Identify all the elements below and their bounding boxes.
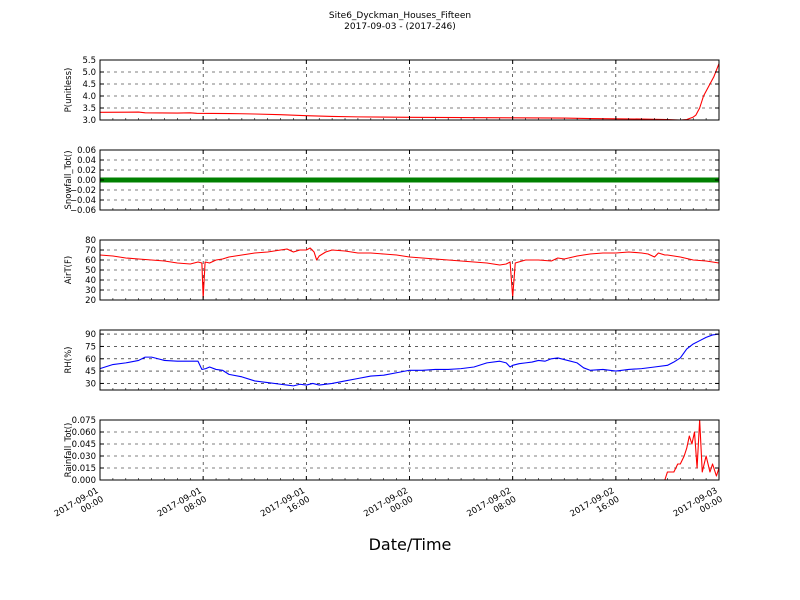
y-tick-label: 60 [85, 256, 96, 266]
y-tick-label: 20 [85, 296, 96, 306]
y-axis-label: RH(%) [64, 346, 74, 373]
y-tick-label: 80 [85, 236, 96, 246]
y-tick-label: 0.075 [72, 416, 96, 426]
y-tick-label: 90 [85, 330, 96, 340]
y-tick-label: 0.045 [72, 440, 96, 450]
x-tick-label: 2017-09-0208:00 [465, 486, 518, 528]
y-tick-label: 0.015 [72, 464, 96, 474]
chart-subtitle: 2017-09-03 - (2017-246) [344, 22, 456, 32]
y-tick-label: −0.06 [70, 206, 96, 216]
y-tick-label: 4.0 [82, 92, 96, 102]
x-axis-label: Date/Time [369, 535, 452, 554]
y-tick-label: 30 [85, 379, 96, 389]
y-tick-label: 0.06 [77, 146, 96, 156]
x-tick-label: 2017-09-0116:00 [259, 486, 312, 528]
y-tick-label: 0.060 [72, 428, 96, 438]
series-line [99, 333, 720, 387]
y-tick-label: 75 [85, 342, 96, 352]
y-tick-label: 45 [85, 367, 96, 377]
y-tick-label: 5.0 [82, 68, 96, 78]
x-tick-label: 2017-09-0300:00 [672, 486, 725, 528]
panel-5: 0.000 0.015 0.030 0.045 0.060 0.075Rainfall_T… [64, 416, 720, 486]
series-line [99, 247, 720, 299]
y-tick-label: 70 [85, 246, 96, 256]
series-line [100, 419, 720, 481]
y-tick-label: 50 [85, 266, 96, 276]
y-tick-label: 30 [85, 286, 96, 296]
chart-title: Site6_Dyckman_Houses_Fifteen [328, 11, 472, 21]
y-tick-label: 5.5 [82, 56, 96, 66]
panel-4: 30 45 60 75 90 RH(%) [64, 329, 720, 391]
x-tick-label: 2017-09-0216:00 [569, 486, 622, 528]
y-tick-label: 3.5 [82, 104, 96, 114]
y-tick-label: 0.000 [72, 476, 96, 486]
series-line [99, 63, 720, 121]
chart-title-block: Site6_Dyckman_Houses_Fifteen 2017-09-03 … [0, 11, 800, 33]
y-tick-label: 60 [85, 355, 96, 365]
y-tick-label: 0.02 [77, 166, 96, 176]
x-tick-label: 2017-09-0200:00 [362, 486, 415, 528]
y-axis-label: Rainfall_Tot() [64, 423, 74, 478]
x-tick-label: 2017-09-0108:00 [156, 486, 209, 528]
y-tick-label: 0.030 [72, 452, 96, 462]
panel-2: −0.06−0.04−0.020.000.020.040.06Snowfall_… [64, 146, 720, 216]
y-tick-label: 3.0 [82, 116, 96, 126]
y-tick-label: 4.5 [82, 80, 96, 90]
y-tick-label: 0.04 [77, 156, 96, 166]
y-tick-label: 40 [85, 276, 96, 286]
y-tick-label: −0.04 [70, 196, 96, 206]
y-tick-label: −0.02 [70, 186, 96, 196]
panel-1: 3.0 3.5 4.0 4.5 5.0 5.5 P(unitless) [64, 56, 720, 126]
y-axis-label: Snowfall_Tot() [64, 150, 74, 209]
y-tick-label: 0.00 [77, 176, 96, 186]
x-tick-label: 2017-09-0100:00 [53, 486, 106, 528]
y-axis-label: AirT(F) [64, 256, 74, 284]
y-axis-label: P(unitless) [64, 68, 74, 113]
